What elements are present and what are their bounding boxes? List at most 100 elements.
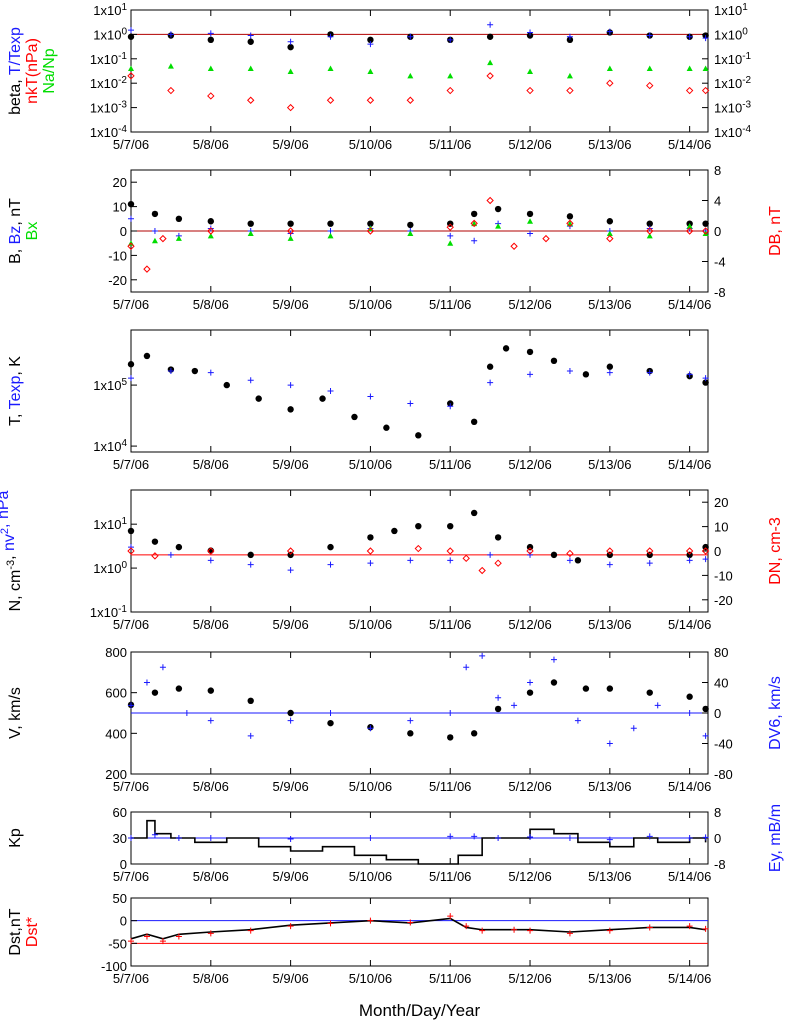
x-tick-label: 5/14/06: [668, 297, 711, 312]
series-line: [130, 917, 706, 940]
data-point: [494, 205, 502, 213]
x-tick-label: 5/8/06: [193, 457, 229, 472]
data-point: [175, 215, 183, 222]
data-point: [367, 534, 374, 541]
y-tick-label-right: 1x10-1: [714, 51, 752, 67]
data-point: [447, 403, 454, 410]
data-point: [511, 926, 518, 933]
y-tick-label-right: -10: [714, 568, 733, 583]
y-tick-label: 1x10-1: [90, 604, 128, 620]
y-tick-label-right: 0: [714, 544, 721, 559]
data-point: [175, 835, 182, 841]
data-point: [702, 35, 709, 42]
data-point: [702, 379, 709, 386]
data-point: [702, 556, 709, 563]
data-point: [415, 432, 422, 439]
series-3: [127, 196, 710, 273]
data-point: [327, 920, 334, 927]
y-axis-label: N, cm-3, nv2, nPa: [0, 490, 24, 611]
data-point: [447, 522, 454, 530]
series-1: [128, 913, 709, 945]
data-point: [702, 705, 709, 713]
data-point: [566, 36, 574, 44]
data-point: [406, 96, 415, 104]
data-point: [606, 369, 613, 376]
panel-3: 5/7/06 5/8/06 5/9/06 5/10/06 5/11/06 5/12/06 5…: [0, 489, 784, 632]
data-point: [286, 227, 295, 235]
data-point: [495, 694, 502, 701]
data-point: [646, 81, 654, 90]
data-point: [486, 33, 494, 40]
data-point: [175, 543, 183, 551]
y-tick-label: -10: [108, 248, 127, 263]
data-point: [702, 543, 709, 551]
data-point: [175, 933, 182, 940]
y-axis-label: Na/Np: [41, 48, 58, 93]
y-axis-label-part: , nT: [7, 198, 24, 226]
data-point: [207, 717, 214, 724]
data-point: [526, 86, 534, 95]
x-tick-label: 5/11/06: [429, 971, 471, 986]
y-tick-label-right: -80: [714, 767, 733, 782]
x-tick-label: 5/12/06: [508, 779, 551, 794]
x-tick-label: 5/7/06: [113, 457, 149, 472]
y-axis-label-right: Ey, mB/m: [767, 804, 784, 872]
y-tick-label-right: 4: [714, 194, 721, 209]
data-point: [286, 547, 295, 555]
data-point: [415, 522, 422, 530]
data-point: [646, 560, 653, 567]
data-point: [494, 705, 502, 713]
y-tick-label-right: -8: [714, 857, 726, 872]
y-axis-label-part: ,: [1, 551, 18, 560]
data-point: [391, 527, 398, 535]
x-tick-label: 5/8/06: [193, 617, 229, 632]
y-tick-label-right: 80: [714, 645, 728, 660]
x-tick-label: 5/11/06: [429, 869, 471, 884]
data-point: [527, 834, 534, 841]
series-0: [127, 29, 709, 51]
x-tick-label: 5/13/06: [588, 779, 631, 794]
data-point: [646, 220, 653, 227]
x-tick-label: 5/14/06: [668, 457, 711, 472]
data-point: [247, 561, 254, 568]
data-point: [191, 367, 199, 375]
data-point: [407, 730, 414, 737]
x-tick-label: 5/12/06: [508, 869, 551, 884]
x-tick-label: 5/8/06: [193, 971, 229, 986]
data-point: [319, 395, 326, 402]
data-point: [207, 369, 214, 376]
data-point: [127, 200, 135, 208]
y-tick-label: 1x105: [93, 377, 127, 393]
data-point: [702, 230, 709, 236]
data-point: [287, 235, 294, 241]
data-point: [447, 734, 454, 741]
data-point: [479, 927, 486, 934]
y-axis-label-part: T/Texp: [7, 27, 24, 75]
data-point: [247, 551, 254, 559]
data-point: [367, 917, 374, 924]
data-point: [127, 72, 135, 80]
data-point: [486, 72, 494, 80]
y-tick-label-right: 8: [714, 163, 721, 178]
y-tick-label-right: 0: [714, 831, 721, 846]
series-1: [128, 544, 709, 574]
data-point: [175, 235, 182, 241]
data-point: [128, 835, 134, 841]
data-point: [287, 43, 294, 51]
data-point: [167, 551, 174, 558]
y-tick-label: 30: [113, 831, 127, 846]
data-point: [367, 36, 374, 44]
data-point: [486, 196, 494, 205]
panel-frame: [130, 897, 709, 967]
data-point: [366, 547, 375, 555]
data-point: [446, 547, 454, 555]
data-point: [143, 679, 150, 686]
x-tick-label: 5/9/06: [273, 617, 309, 632]
data-point: [367, 220, 374, 227]
series-0: [127, 345, 709, 439]
data-point: [287, 38, 294, 45]
data-point: [686, 65, 693, 72]
data-point: [487, 21, 494, 28]
x-tick-label: 5/8/06: [193, 779, 229, 794]
